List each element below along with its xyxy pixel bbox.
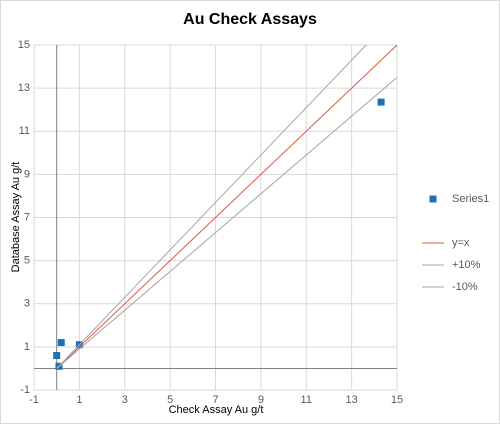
x-tick-label: 5 bbox=[167, 394, 173, 406]
legend-label: -10% bbox=[452, 281, 478, 293]
x-tick-label: 11 bbox=[301, 394, 312, 406]
line bbox=[56, 76, 397, 369]
x-tick-label: 13 bbox=[346, 394, 358, 406]
y-tick-label: 15 bbox=[18, 39, 30, 51]
x-tick-label: -1 bbox=[29, 394, 39, 406]
x-axis-label: Check Assay Au g/t bbox=[169, 404, 264, 416]
line bbox=[56, 45, 397, 369]
y-tick-label: 3 bbox=[24, 298, 30, 310]
point bbox=[53, 352, 61, 359]
x-tick-label: 7 bbox=[212, 394, 218, 406]
legend-swatch bbox=[429, 195, 437, 203]
y-axis-label: Database Assay Au g/t bbox=[10, 162, 22, 273]
point bbox=[377, 98, 385, 106]
y-tick-label: 9 bbox=[24, 168, 30, 180]
legend-label: +10% bbox=[452, 259, 481, 271]
x-tick-label: 9 bbox=[258, 394, 264, 406]
x-tick-label: 15 bbox=[391, 394, 403, 406]
legend-label: y=x bbox=[452, 237, 470, 249]
y-tick-label: 1 bbox=[24, 341, 30, 353]
y-tick-label: 11 bbox=[19, 125, 30, 137]
y-tick-label: 5 bbox=[24, 255, 30, 267]
chart-title: Au Check Assays bbox=[183, 11, 317, 28]
x-tick-label: 1 bbox=[76, 394, 82, 406]
x-tick-label: 3 bbox=[122, 394, 128, 406]
y-tick-label: 7 bbox=[24, 211, 30, 223]
y-tick-label: -1 bbox=[20, 384, 30, 396]
legend-label: Series1 bbox=[452, 193, 489, 205]
point bbox=[57, 339, 65, 347]
y-tick-label: 13 bbox=[18, 82, 30, 94]
line bbox=[56, 45, 367, 369]
